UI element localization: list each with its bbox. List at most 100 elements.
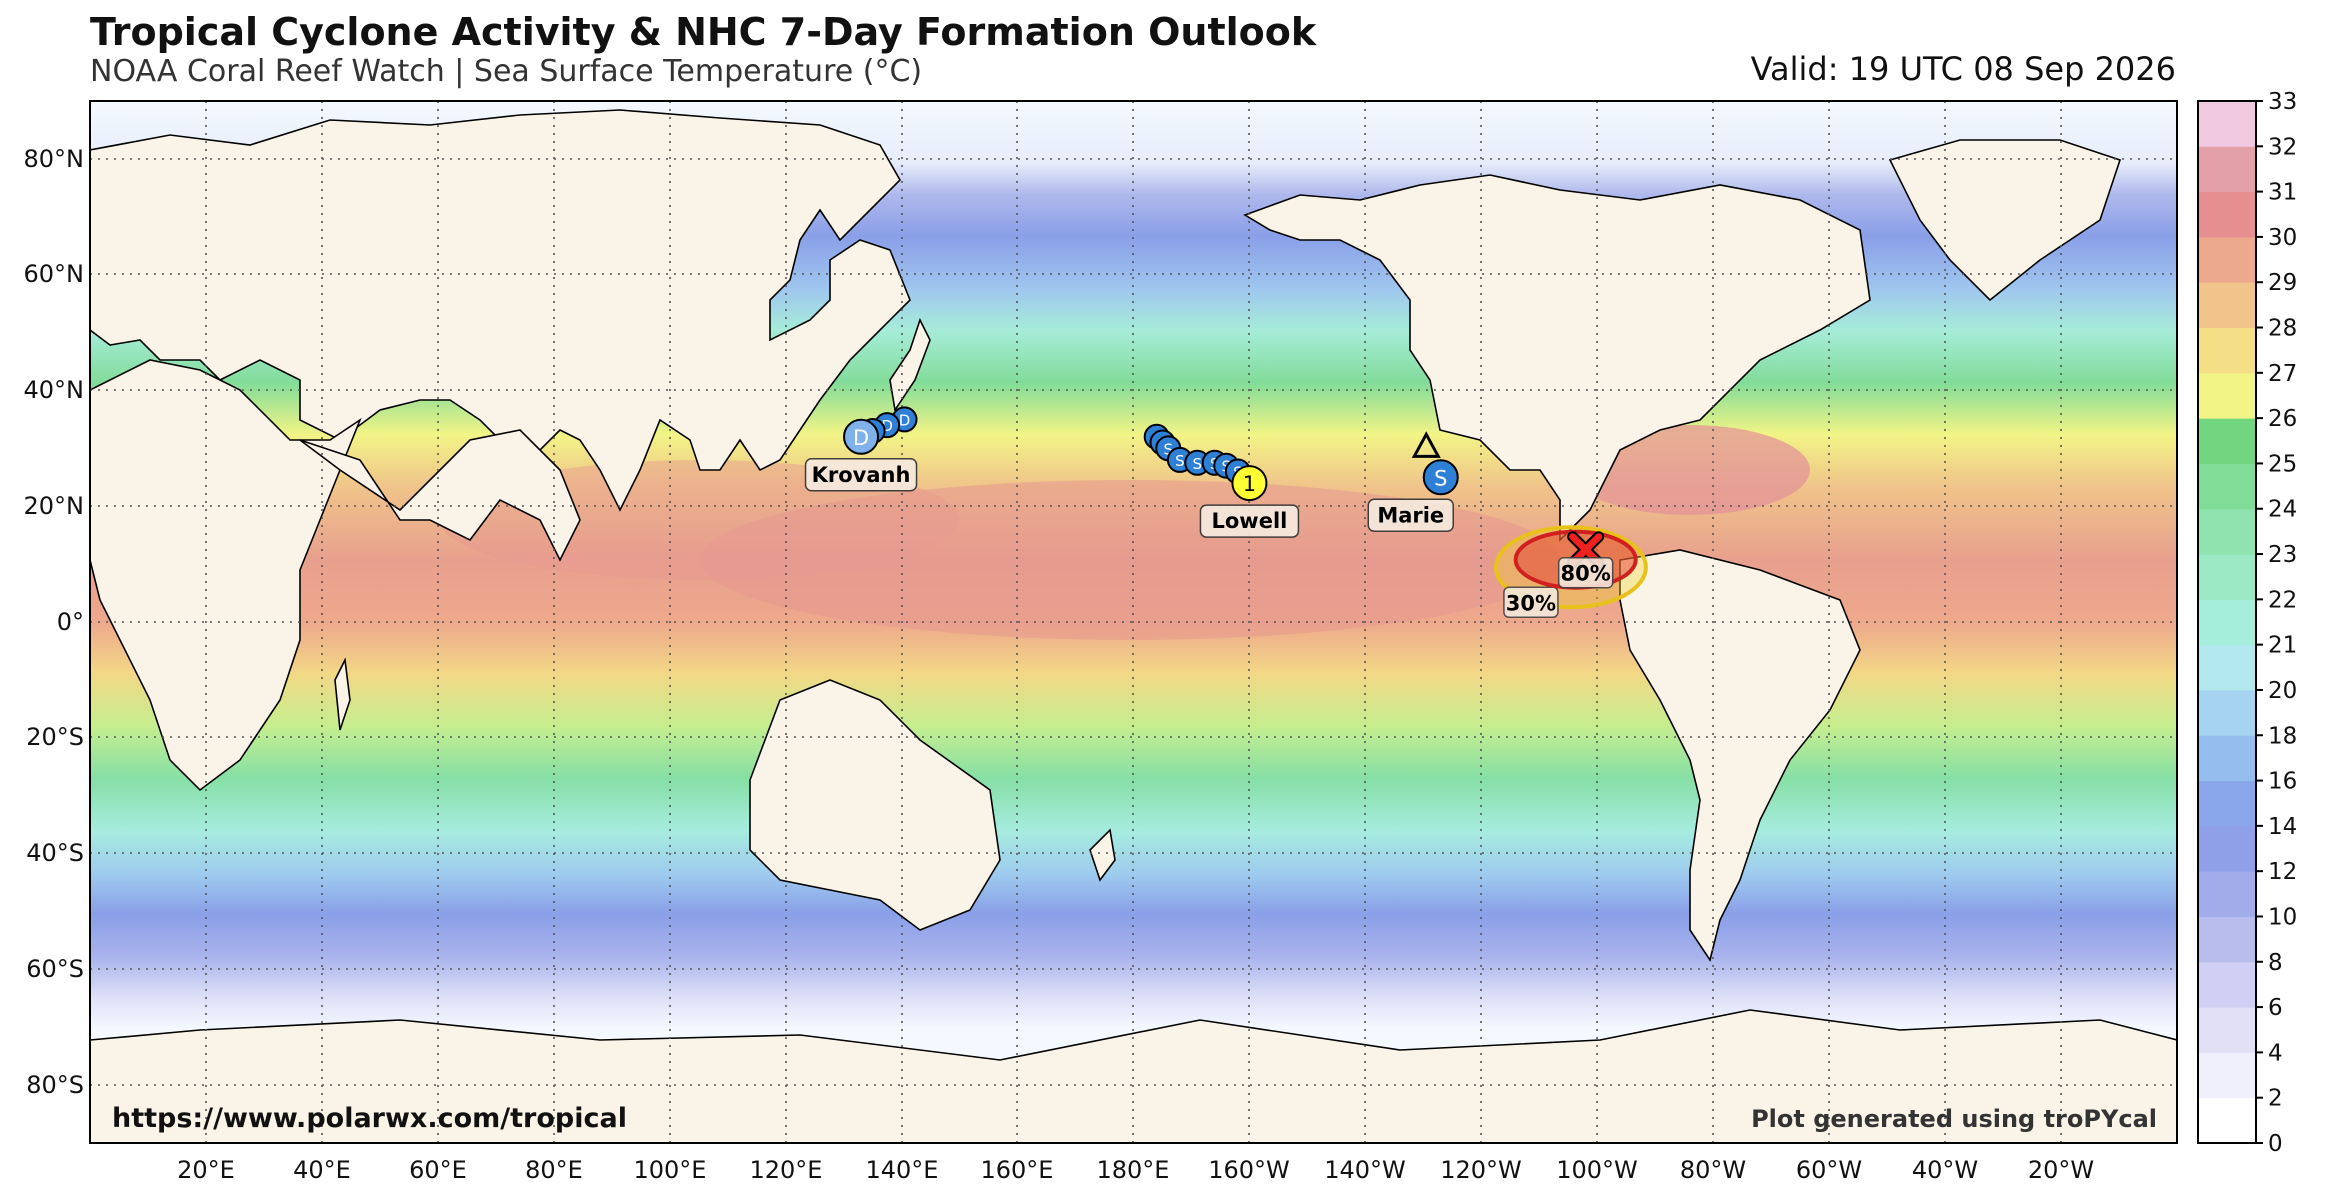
colorbar-tick-label: 8 bbox=[2268, 950, 2283, 976]
lat-label: 60°N bbox=[24, 260, 85, 288]
colorbar-swatch bbox=[2198, 871, 2256, 917]
storm-category-symbol: S bbox=[1434, 466, 1447, 490]
storm-category-symbol: 1 bbox=[1243, 472, 1256, 496]
lon-label: 60°W bbox=[1796, 1156, 1862, 1184]
land-north-america bbox=[1243, 174, 1871, 542]
storm-position-triangle-marie bbox=[1411, 431, 1441, 458]
colorbar-swatch bbox=[2198, 418, 2256, 464]
storm-position-marker-lowell bbox=[1231, 465, 1268, 502]
outlook-label-box bbox=[1503, 586, 1559, 619]
colorbar-swatch bbox=[2198, 236, 2256, 283]
colorbar-swatch bbox=[2198, 191, 2256, 238]
land-madagascar bbox=[334, 657, 351, 731]
plot-credit: Plot generated using troPYcal bbox=[1751, 1105, 2157, 1133]
sst-colorbar: 0246810121416182021222324252627282930313… bbox=[2197, 89, 2297, 1157]
lon-label: 80°W bbox=[1680, 1156, 1746, 1184]
colorbar-tick-label: 32 bbox=[2268, 134, 2297, 160]
map-subtitle: NOAA Coral Reef Watch | Sea Surface Temp… bbox=[90, 54, 923, 89]
colorbar-swatch bbox=[2198, 780, 2256, 827]
land-antarctica bbox=[90, 1009, 2177, 1143]
colorbar-tick-label: 22 bbox=[2268, 587, 2297, 613]
valid-time: Valid: 19 UTC 08 Sep 2026 bbox=[1750, 50, 2176, 88]
colorbar-swatch bbox=[2198, 689, 2256, 736]
sst-warm-pool-atlantic bbox=[1570, 425, 1810, 515]
map-panel: 30%80% DDDDKrovanhSSSSSSSS1LowellSMarie … bbox=[90, 101, 2177, 1143]
storm-name-label-marie: Marie bbox=[1377, 503, 1444, 527]
formation-outlook-layer: 30%80% bbox=[1493, 525, 1648, 619]
storm-name-label-lowell: Lowell bbox=[1212, 509, 1288, 533]
colorbar-tick-label: 16 bbox=[2268, 769, 2297, 795]
storm-name-box-lowell bbox=[1199, 504, 1300, 538]
colorbar-tick-label: 6 bbox=[2268, 995, 2283, 1021]
colorbar-tick-label: 20 bbox=[2268, 678, 2297, 704]
map-frame bbox=[89, 100, 2178, 1144]
lat-label: 20°S bbox=[26, 723, 84, 751]
land-africa bbox=[90, 359, 362, 792]
lon-label: 20°E bbox=[177, 1156, 235, 1184]
colorbar-tick-label: 27 bbox=[2268, 361, 2297, 387]
lat-label: 80°S bbox=[26, 1071, 84, 1099]
colorbar-tick-label: 29 bbox=[2268, 270, 2297, 296]
land bbox=[90, 109, 2177, 1143]
outlook-probability-label: 30% bbox=[1506, 591, 1556, 615]
lon-labels: 20°E 40°E 60°E 80°E 100°E 120°E 140°E 16… bbox=[177, 1156, 2094, 1184]
lat-labels: 80°N 60°N 40°N 20°N 0° 20°S 40°S 60°S 80… bbox=[24, 145, 85, 1099]
lon-label: 40°W bbox=[1912, 1156, 1978, 1184]
lat-label: 60°S bbox=[26, 955, 84, 983]
colorbar-swatch bbox=[2198, 1097, 2256, 1144]
lon-label: 120°W bbox=[1440, 1156, 1522, 1184]
lat-label: 20°N bbox=[24, 492, 85, 520]
land-south-america bbox=[1619, 549, 1861, 962]
colorbar-tick-label: 10 bbox=[2268, 904, 2297, 930]
lon-label: 20°W bbox=[2028, 1156, 2094, 1184]
land-arabia-india bbox=[299, 429, 581, 562]
lon-label: 100°E bbox=[634, 1156, 707, 1184]
colorbar-tick-label: 21 bbox=[2268, 633, 2297, 659]
colorbar-swatch bbox=[2198, 282, 2256, 329]
lon-label: 180°E bbox=[1097, 1156, 1170, 1184]
colorbar-swatch bbox=[2198, 372, 2256, 419]
storm-category-symbol: S bbox=[1164, 440, 1174, 458]
colorbar-tick-label: 26 bbox=[2268, 406, 2297, 432]
colorbar-swatch bbox=[2198, 101, 2256, 147]
storm-name-box-marie bbox=[1367, 498, 1455, 533]
colorbar-tick-label: 14 bbox=[2268, 814, 2297, 840]
colorbar-tick-label: 18 bbox=[2268, 723, 2297, 749]
colorbar-tick-label: 4 bbox=[2268, 1040, 2283, 1066]
storm-position-marker-krovanh bbox=[843, 418, 880, 455]
storm-category-symbol: S bbox=[1175, 452, 1185, 470]
lat-label: 40°N bbox=[24, 376, 85, 404]
colorbar-swatch bbox=[2198, 825, 2256, 872]
sst-warm-pool-pacific bbox=[700, 480, 1560, 640]
storm-category-symbol: D bbox=[881, 417, 893, 435]
storm-position-marker-marie bbox=[1422, 459, 1459, 496]
storm-category-symbol: D bbox=[899, 411, 911, 429]
lon-label: 40°E bbox=[293, 1156, 351, 1184]
land-greenland bbox=[1888, 139, 2122, 302]
lon-label: 140°E bbox=[866, 1156, 939, 1184]
colorbar-tick-label: 2 bbox=[2268, 1086, 2283, 1112]
colorbar-swatch bbox=[2198, 961, 2256, 1008]
storm-category-symbol: S bbox=[1193, 455, 1203, 473]
storm-tracks-layer: DDDDKrovanhSSSSSSSS1LowellSMarie bbox=[804, 406, 1459, 538]
lon-label: 140°W bbox=[1324, 1156, 1406, 1184]
lon-label: 100°W bbox=[1556, 1156, 1638, 1184]
storm-name-box-krovanh bbox=[804, 458, 918, 492]
lat-label: 80°N bbox=[24, 145, 85, 173]
lon-label: 60°E bbox=[409, 1156, 467, 1184]
lon-label: 160°E bbox=[981, 1156, 1054, 1184]
colorbar-swatch bbox=[2198, 599, 2256, 646]
map-title: Tropical Cyclone Activity & NHC 7-Day Fo… bbox=[90, 10, 1317, 54]
land-japan bbox=[889, 317, 931, 413]
source-url[interactable]: https://www.polarwx.com/tropical bbox=[112, 1103, 627, 1134]
colorbar-tick-label: 28 bbox=[2268, 316, 2297, 342]
outlook-probability-label: 80% bbox=[1561, 562, 1611, 586]
colorbar-frame bbox=[2197, 100, 2257, 1144]
colorbar-tick-label: 12 bbox=[2268, 859, 2297, 885]
colorbar-swatch bbox=[2198, 1052, 2256, 1099]
colorbar-swatch bbox=[2198, 735, 2256, 782]
land-australia bbox=[749, 679, 1001, 931]
colorbar-tick-label: 30 bbox=[2268, 225, 2297, 251]
colorbar-swatch bbox=[2198, 146, 2256, 193]
